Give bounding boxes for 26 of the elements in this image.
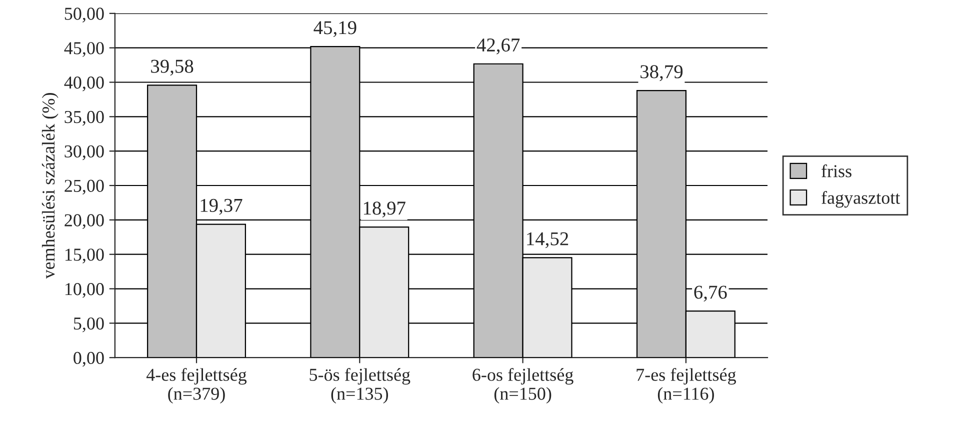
data-label: 39,58 (151, 60, 194, 76)
x-tick-label: 7-es fejlettség (n=116) (636, 368, 736, 404)
y-tick-label: 30,00 (64, 145, 104, 160)
y-tick-label: 0,00 (74, 352, 104, 367)
x-tick-label: 5-ös fejlettség (n=135) (310, 368, 410, 404)
y-tick-label: 5,00 (74, 317, 104, 332)
y-tick-label: 15,00 (65, 248, 104, 264)
data-label: 19,37 (200, 198, 242, 215)
data-label: 38,79 (640, 65, 683, 82)
data-label: 14,52 (527, 232, 568, 248)
data-label: 42,67 (476, 38, 520, 54)
x-tick-label: 4-es fejlettség (n=379) (146, 368, 247, 404)
y-axis-title: vemhesülési százalék (%) (42, 93, 58, 279)
data-label: 6,76 (694, 286, 727, 302)
y-tick-label: 10,00 (65, 283, 104, 298)
legend-label: friss (822, 164, 852, 178)
y-tick-label: 45,00 (64, 42, 104, 57)
y-tick-label: 50,00 (64, 8, 104, 22)
y-tick-label: 35,00 (64, 110, 104, 126)
y-tick-label: 40,00 (64, 76, 104, 92)
legend-label: fagyasztott (822, 191, 900, 208)
y-tick-label: 25,00 (64, 180, 104, 195)
y-tick-label: 20,00 (64, 214, 104, 229)
data-label: 18,97 (364, 202, 406, 218)
data-label: 45,19 (314, 21, 356, 38)
x-tick-label: 6-os fejlettség (n=150) (472, 368, 574, 404)
